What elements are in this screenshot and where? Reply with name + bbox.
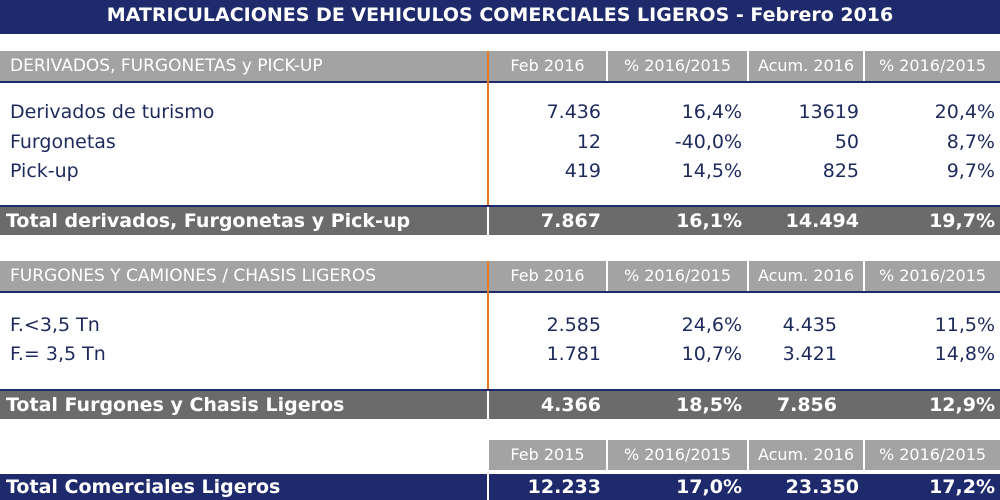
table-cell: 8,7% (946, 131, 995, 153)
section2-header-label: FURGONES Y CAMIONES / CHASIS LIGEROS (10, 266, 377, 286)
table-cell: 1.781 (546, 343, 601, 365)
total-cell: 14.494 (785, 210, 859, 232)
grand-total-bar (0, 474, 1000, 500)
title-banner (0, 0, 1000, 34)
grand-total-cell: 12.233 (527, 476, 601, 498)
table-cell: 419 (564, 160, 601, 182)
section2-divider (487, 261, 489, 389)
section2-total-label: Total Furgones y Chasis Ligeros (6, 394, 345, 416)
total-separator (487, 391, 489, 419)
table-cell: 4.435 (782, 314, 837, 336)
section2-col-pct2: % 2016/2015 (865, 261, 1000, 291)
section1-header-label: DERIVADOS, FURGONETAS y PICK-UP (10, 56, 323, 76)
table-cell: 14,8% (934, 343, 995, 365)
total-cell: 4.366 (540, 394, 601, 416)
total-separator (487, 207, 489, 235)
grand-total-cell: 17,0% (676, 476, 742, 498)
grand-total-cell: 23.350 (785, 476, 859, 498)
table-cell: 14,5% (681, 160, 742, 182)
total-separator (487, 474, 489, 500)
total-cell: 16,1% (676, 210, 742, 232)
table-row-label: F.= 3,5 Tn (10, 343, 106, 365)
table-cell: 7.436 (546, 101, 601, 123)
section1-col-acum: Acum. 2016 (749, 51, 863, 81)
section3-col-pct1: % 2016/2015 (608, 440, 747, 470)
table-row-label: Pick-up (10, 160, 79, 182)
table-cell: 11,5% (934, 314, 995, 336)
table-cell: 24,6% (681, 314, 742, 336)
table-row-label: F.<3,5 Tn (10, 314, 100, 336)
total-cell: 12,9% (929, 394, 995, 416)
table-cell: 20,4% (934, 101, 995, 123)
total-cell: 19,7% (929, 210, 995, 232)
section1-body (0, 81, 1000, 205)
table-cell: 13619 (798, 101, 859, 123)
section2-total-bar (0, 389, 1000, 419)
table-cell: 10,7% (681, 343, 742, 365)
table-row-label: Derivados de turismo (10, 101, 215, 123)
section1-col-pct2: % 2016/2015 (865, 51, 1000, 81)
table-cell: 9,7% (946, 160, 995, 182)
section2-col-feb2016: Feb 2016 (489, 261, 606, 291)
table-cell: 3.421 (782, 343, 837, 365)
section1-header: DERIVADOS, FURGONETAS y PICK-UP (0, 51, 487, 81)
section1-divider (487, 51, 489, 205)
total-cell: 18,5% (676, 394, 742, 416)
table-cell: 12 (576, 131, 601, 153)
grand-total-cell: 17,2% (929, 476, 995, 498)
table-row-label: Furgonetas (10, 131, 116, 153)
table-cell: 825 (822, 160, 859, 182)
table-cell: 16,4% (681, 101, 742, 123)
section1-col-feb2016: Feb 2016 (489, 51, 606, 81)
total-cell: 7.856 (776, 394, 837, 416)
section2-col-acum: Acum. 2016 (749, 261, 863, 291)
table-cell: 50 (834, 131, 859, 153)
page-title: MATRICULACIONES DE VEHICULOS COMERCIALES… (106, 4, 894, 26)
section2-header: FURGONES Y CAMIONES / CHASIS LIGEROS (0, 261, 487, 291)
section1-total-bar (0, 205, 1000, 235)
table-cell: 2.585 (546, 314, 601, 336)
total-cell: 7.867 (540, 210, 601, 232)
section3-col-feb2015: Feb 2015 (489, 440, 606, 470)
table-cell: -40,0% (674, 131, 742, 153)
section1-col-pct1: % 2016/2015 (608, 51, 747, 81)
section2-body (0, 291, 1000, 389)
section3-col-pct2: % 2016/2015 (865, 440, 1000, 470)
section1-total-label: Total derivados, Furgonetas y Pick-up (6, 210, 411, 232)
section2-col-pct1: % 2016/2015 (608, 261, 747, 291)
grand-total-label: Total Comerciales Ligeros (6, 476, 281, 498)
section3-col-acum: Acum. 2016 (749, 440, 863, 470)
